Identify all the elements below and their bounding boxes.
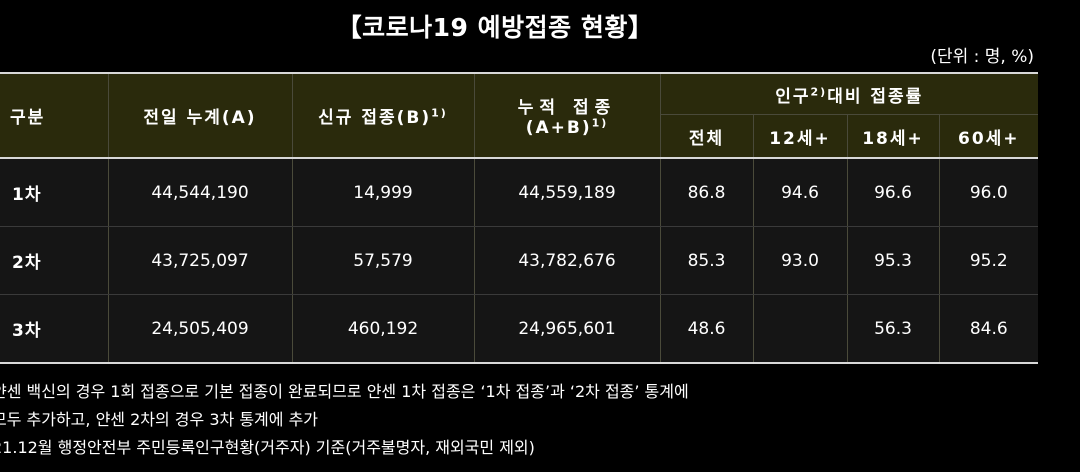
cell-rate-12plus: 94.6 — [752, 158, 848, 227]
row-label: 1차 — [0, 158, 109, 227]
page-title: 【코로나19 예방접종 현황】 — [336, 13, 654, 42]
cell-prev-total: 24,505,409 — [107, 294, 293, 364]
table-row: 1차 44,544,190 14,999 44,559,189 86.8 94.… — [0, 158, 1039, 227]
footnote-line: 21.12월 행정안전부 주민등록인구현황(거주자) 기준(거주불명자, 재외국… — [0, 438, 535, 457]
cell-rate-all: 85.3 — [659, 226, 754, 295]
table-row: 2차 43,725,097 57,579 43,782,676 85.3 93.… — [0, 226, 1039, 295]
header-new-label: 신규 접종(B) — [318, 108, 432, 128]
cell-rate-12plus — [752, 294, 848, 364]
cell-rate-60plus: 84.6 — [938, 294, 1039, 364]
cell-prev-total: 44,544,190 — [107, 158, 293, 227]
vaccination-table: 구분 전일 누계(A) 신규 접종(B)1) 누적 접종 (A+B)1) 인구2… — [0, 72, 1039, 364]
cell-prev-total: 43,725,097 — [107, 226, 293, 295]
header-category: 구분 — [0, 73, 109, 158]
header-rate-12plus: 12세+ — [752, 114, 848, 158]
cell-cumulative: 24,965,601 — [473, 294, 661, 364]
footnotes: 얀센 백신의 경우 1회 접종으로 기본 접종이 완료되므로 얀센 1차 접종은… — [0, 378, 689, 462]
cell-rate-all: 48.6 — [659, 294, 754, 364]
footnote-line: 모두 추가하고, 얀센 2차의 경우 3차 통계에 추가 — [0, 410, 319, 429]
header-new: 신규 접종(B)1) — [291, 73, 475, 158]
table-row: 3차 24,505,409 460,192 24,965,601 48.6 56… — [0, 294, 1039, 364]
cell-cumulative: 43,782,676 — [473, 226, 661, 295]
footnote-1-marker: 1) — [431, 106, 448, 120]
header-cumulative-line1: 누적 접종 — [517, 98, 617, 118]
cell-rate-60plus: 95.2 — [938, 226, 1039, 295]
cell-rate-18plus: 96.6 — [846, 158, 940, 227]
row-label: 2차 — [0, 226, 109, 295]
footnote-line: 얀센 백신의 경우 1회 접종으로 기본 접종이 완료되므로 얀센 1차 접종은… — [0, 382, 689, 401]
footnote-1-marker-2: 1) — [591, 116, 609, 130]
cell-rate-18plus: 56.3 — [846, 294, 940, 364]
header-rate-all: 전체 — [659, 114, 754, 158]
header-rate-60plus: 60세+ — [938, 114, 1039, 158]
cell-rate-60plus: 96.0 — [938, 158, 1039, 227]
header-rate-group: 인구2)대비 접종률 — [659, 73, 1039, 115]
header-cumulative-line2: (A+B)1) — [525, 116, 609, 138]
cell-cumulative: 44,559,189 — [473, 158, 661, 227]
cell-new: 460,192 — [291, 294, 475, 364]
cell-rate-18plus: 95.3 — [846, 226, 940, 295]
cell-rate-12plus: 93.0 — [752, 226, 848, 295]
row-label: 3차 — [0, 294, 109, 364]
header-rate-18plus: 18세+ — [846, 114, 940, 158]
header-prev-total: 전일 누계(A) — [107, 73, 293, 158]
cell-rate-all: 86.8 — [659, 158, 754, 227]
unit-label: (단위 : 명, %) — [930, 47, 1034, 67]
header-cumulative: 누적 접종 (A+B)1) — [473, 73, 661, 158]
footnote-2-marker: 2) — [810, 84, 828, 98]
cell-new: 57,579 — [291, 226, 475, 295]
cell-new: 14,999 — [291, 158, 475, 227]
